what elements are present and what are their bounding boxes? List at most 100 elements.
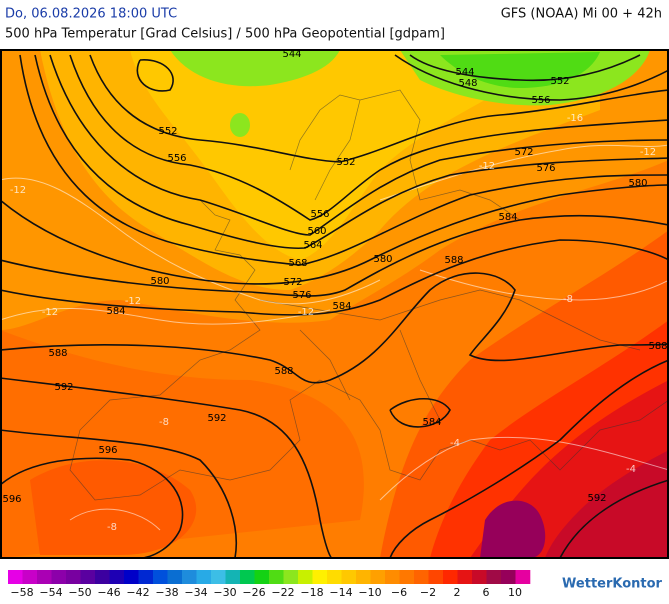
contour <box>394 54 668 101</box>
color-swatch <box>486 570 502 584</box>
contour-label: 588 <box>444 255 463 266</box>
color-swatch <box>240 570 255 584</box>
color-swatch <box>22 570 38 584</box>
contour-label: 580 <box>628 178 647 189</box>
contour <box>1 429 238 558</box>
contour-label: 572 <box>514 147 533 158</box>
contour <box>1 239 668 316</box>
map-frame <box>0 49 669 559</box>
color-swatch <box>501 570 516 584</box>
contour-label: 576 <box>292 290 311 301</box>
color-swatch <box>66 570 81 584</box>
contour <box>136 59 174 92</box>
colorbar-label: −30 <box>213 586 236 599</box>
color-swatch <box>8 570 23 584</box>
contour <box>1 214 668 297</box>
color-swatch <box>341 570 357 584</box>
isotherm <box>419 269 668 301</box>
contour <box>389 398 451 428</box>
map-title: 500 hPa Temperatur [Grad Celsius] / 500 … <box>5 27 445 42</box>
contour-label: 588 <box>274 366 293 377</box>
colorbar-label: −10 <box>358 586 381 599</box>
color-swatch <box>37 570 52 584</box>
contour-label: 572 <box>283 277 302 288</box>
coastline <box>289 89 521 221</box>
contour-label: 576 <box>536 163 555 174</box>
contour-label: 584 <box>106 306 125 317</box>
contour-label: 596 <box>2 494 21 505</box>
color-swatch <box>167 570 183 584</box>
color-swatch <box>428 570 444 584</box>
isotherm-label: -12 <box>125 296 141 307</box>
contour-label: 592 <box>54 382 73 393</box>
color-swatch <box>385 570 400 584</box>
contour <box>1 359 668 558</box>
contour-label: 548 <box>458 78 477 89</box>
color-swatch <box>414 570 429 584</box>
field <box>30 460 197 555</box>
isotherm-label: -8 <box>159 417 169 428</box>
color-swatch <box>153 570 168 584</box>
isotherm-label: -8 <box>107 522 117 533</box>
color-swatch <box>356 570 371 584</box>
contour <box>34 54 668 250</box>
contour-label: 564 <box>303 240 322 251</box>
isotherm <box>379 436 668 501</box>
colorbar-label: −58 <box>10 586 33 599</box>
contour-label: 580 <box>150 276 169 287</box>
colorbar-label: −2 <box>420 586 436 599</box>
color-swatch <box>472 570 487 584</box>
isotherm-label: -12 <box>10 185 26 196</box>
color-swatch <box>138 570 154 584</box>
field <box>130 50 560 260</box>
color-swatch <box>109 570 125 584</box>
color-swatch <box>182 570 197 584</box>
color-swatch <box>370 570 386 584</box>
coastline <box>69 199 668 501</box>
colorbar-label: −14 <box>329 586 352 599</box>
contour-label: 584 <box>422 417 441 428</box>
color-swatch <box>95 570 110 584</box>
color-swatch <box>312 570 328 584</box>
isotherm <box>1 308 331 325</box>
contour-label: 552 <box>550 76 569 87</box>
contour <box>1 272 668 384</box>
isotherm-label: -12 <box>42 307 58 318</box>
color-swatch <box>211 570 226 584</box>
contour <box>69 54 668 221</box>
colorbar-label: −18 <box>300 586 323 599</box>
colorbar-label: −46 <box>97 586 120 599</box>
contour-label: 560 <box>307 226 326 237</box>
color-swatch <box>225 570 241 584</box>
colorbar-label: 6 <box>483 586 490 599</box>
colorbar-label: −50 <box>68 586 91 599</box>
contour-label: 584 <box>498 212 517 223</box>
color-swatch <box>298 570 313 584</box>
isotherm-label: -4 <box>450 438 460 449</box>
field <box>230 113 250 137</box>
isotherm-label: -12 <box>640 147 656 158</box>
border <box>259 289 641 421</box>
isotherm-label: -8 <box>563 294 573 305</box>
colorbar-label: −22 <box>271 586 294 599</box>
contour-label: 552 <box>336 157 355 168</box>
color-swatch <box>269 570 284 584</box>
contour-label: 556 <box>310 209 329 220</box>
contour-label: 544 <box>282 49 301 60</box>
contour <box>19 54 668 266</box>
field <box>545 450 668 558</box>
contour-label: 592 <box>207 413 226 424</box>
colorbar-label: −34 <box>184 586 207 599</box>
contour <box>89 54 668 163</box>
contour-label: 588 <box>48 348 67 359</box>
color-swatch <box>443 570 458 584</box>
isotherm <box>379 144 668 201</box>
color-swatch <box>399 570 415 584</box>
color-swatch <box>515 570 531 584</box>
contour <box>49 54 668 236</box>
isotherm <box>1 177 381 305</box>
contour-label: 556 <box>531 95 550 106</box>
colorbar-label: 2 <box>454 586 461 599</box>
contour-label: 556 <box>167 153 186 164</box>
